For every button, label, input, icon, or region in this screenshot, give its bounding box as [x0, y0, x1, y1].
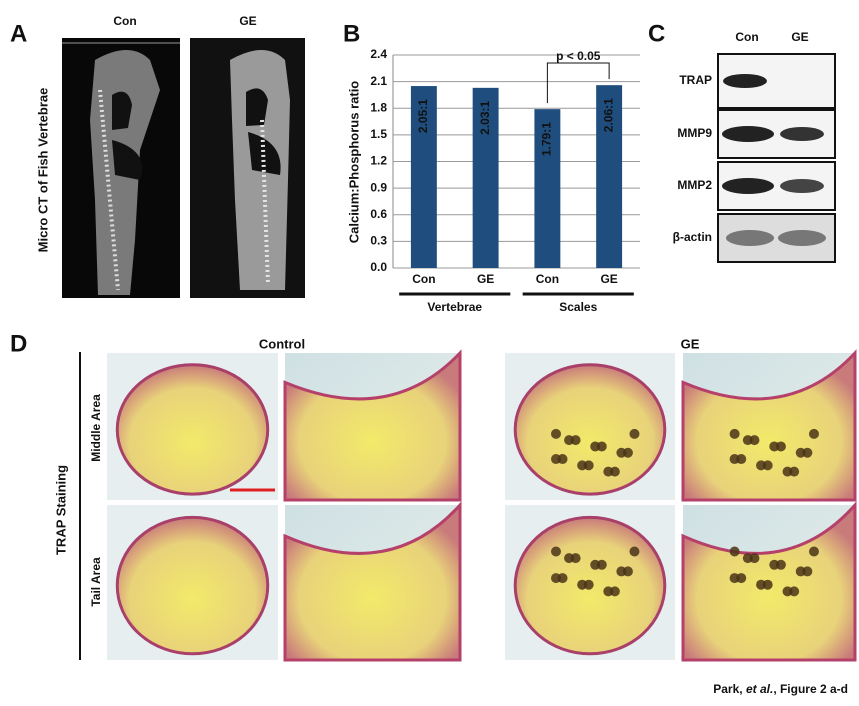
trap-spot — [729, 546, 740, 557]
panel-letter: B — [343, 20, 360, 47]
trap-spot — [577, 579, 588, 590]
trap-spot — [756, 460, 767, 471]
bar — [534, 109, 561, 268]
y-tick-label: 0.9 — [370, 180, 387, 194]
trap-spot — [795, 447, 806, 458]
footer-text: , Figure 2 a-d — [773, 682, 848, 696]
trap-spot — [616, 566, 627, 577]
trap-spot — [756, 579, 767, 590]
scale-tissue — [115, 363, 270, 496]
trap-spot — [551, 454, 561, 465]
trap-spot — [616, 447, 627, 458]
y-tick-label: 0.0 — [370, 260, 387, 274]
blot-band — [722, 126, 774, 142]
value-label: 2.06:1 — [601, 98, 615, 132]
blot-band — [780, 179, 824, 193]
row-label: MMP2 — [677, 178, 712, 192]
bar — [472, 87, 499, 269]
trap-spot — [551, 546, 561, 557]
value-label: 1.79:1 — [540, 122, 554, 156]
y-tick-label: 0.3 — [370, 234, 387, 248]
column-label: GE — [681, 336, 700, 351]
trap-spot — [590, 559, 601, 570]
ct-image — [62, 38, 180, 298]
trap-spot — [564, 435, 575, 446]
group-label: Vertebrae — [427, 300, 482, 314]
axis-label: Micro CT of Fish Vertebrae — [35, 88, 50, 253]
trap-spot — [729, 573, 740, 584]
row-label: Tail Area — [89, 557, 103, 607]
trap-spot — [769, 441, 780, 452]
trap-spot — [551, 428, 561, 439]
row-label: Middle Area — [89, 394, 103, 462]
group-label: Scales — [559, 300, 597, 314]
trap-spot — [577, 460, 588, 471]
scale-tissue — [513, 363, 667, 496]
ct-image — [190, 38, 305, 298]
y-tick-label: 1.2 — [370, 154, 387, 168]
footer-text: Park, — [713, 682, 746, 696]
trap-spot — [603, 466, 614, 477]
bar — [410, 86, 437, 268]
scale-tissue — [283, 501, 462, 662]
blot-band — [722, 178, 774, 194]
trap-spot — [782, 586, 793, 597]
trap-spot — [729, 428, 740, 439]
footer: Park, et al., Figure 2 a-d — [713, 682, 848, 696]
column-label: Control — [259, 336, 305, 351]
blot-band — [726, 230, 774, 246]
column-label: GE — [791, 30, 808, 44]
column-label: GE — [239, 14, 256, 28]
trap-spot — [808, 546, 819, 557]
row-label: TRAP — [679, 73, 712, 87]
trap-spot — [729, 454, 740, 465]
panel-letter: D — [10, 330, 27, 357]
western-blots: TRAP MMP9 MMP2 β-actin — [673, 53, 836, 263]
y-tick-label: 1.5 — [370, 127, 387, 141]
blot-band — [723, 74, 767, 88]
trap-spot — [551, 573, 561, 584]
trap-spot — [564, 553, 575, 564]
trap-spot — [629, 428, 640, 439]
y-axis-label: Calcium:Phosphorus ratio — [346, 81, 361, 244]
trap-spot — [742, 435, 753, 446]
x-tick-label: Con — [412, 272, 435, 286]
blot-band — [780, 127, 824, 141]
x-tick-label: GE — [477, 272, 494, 286]
trap-spot — [742, 553, 753, 564]
micrographs — [107, 349, 857, 662]
value-label: 2.05:1 — [416, 99, 430, 133]
value-label: 2.03:1 — [478, 101, 492, 135]
panel-letter: A — [10, 20, 27, 47]
bar — [596, 85, 623, 268]
column-label: Con — [113, 14, 136, 28]
trap-spot — [795, 566, 806, 577]
trap-spot — [629, 546, 640, 557]
trap-spot — [590, 441, 601, 452]
y-tick-label: 0.6 — [370, 207, 387, 221]
scale-tissue — [681, 349, 857, 502]
trap-spot — [769, 559, 780, 570]
scale-tissue — [283, 349, 462, 502]
significance-bracket — [546, 62, 610, 104]
x-tick-label: GE — [600, 272, 617, 286]
row-label: β-actin — [673, 230, 712, 244]
trap-spot — [808, 428, 819, 439]
x-tick-label: Con — [536, 272, 559, 286]
column-label: Con — [735, 30, 758, 44]
panel-letter: C — [648, 20, 665, 47]
scale-tissue — [115, 515, 270, 656]
footer-text: et al. — [746, 682, 773, 696]
blot-band — [778, 230, 826, 246]
y-tick-label: 1.8 — [370, 100, 387, 114]
y-tick-label: 2.1 — [370, 74, 387, 88]
trap-spot — [782, 466, 793, 477]
annotation: p < 0.05 — [556, 49, 601, 63]
trap-spot — [603, 586, 614, 597]
bar-chart: 0.0 0.3 0.6 0.9 1.2 1.5 1.8 2.1 2.4 Con 2.05:1 GE 2.… — [370, 47, 640, 314]
row-label: MMP9 — [677, 126, 712, 140]
row-group-label: TRAP Staining — [53, 465, 68, 555]
y-tick-label: 2.4 — [370, 47, 387, 61]
